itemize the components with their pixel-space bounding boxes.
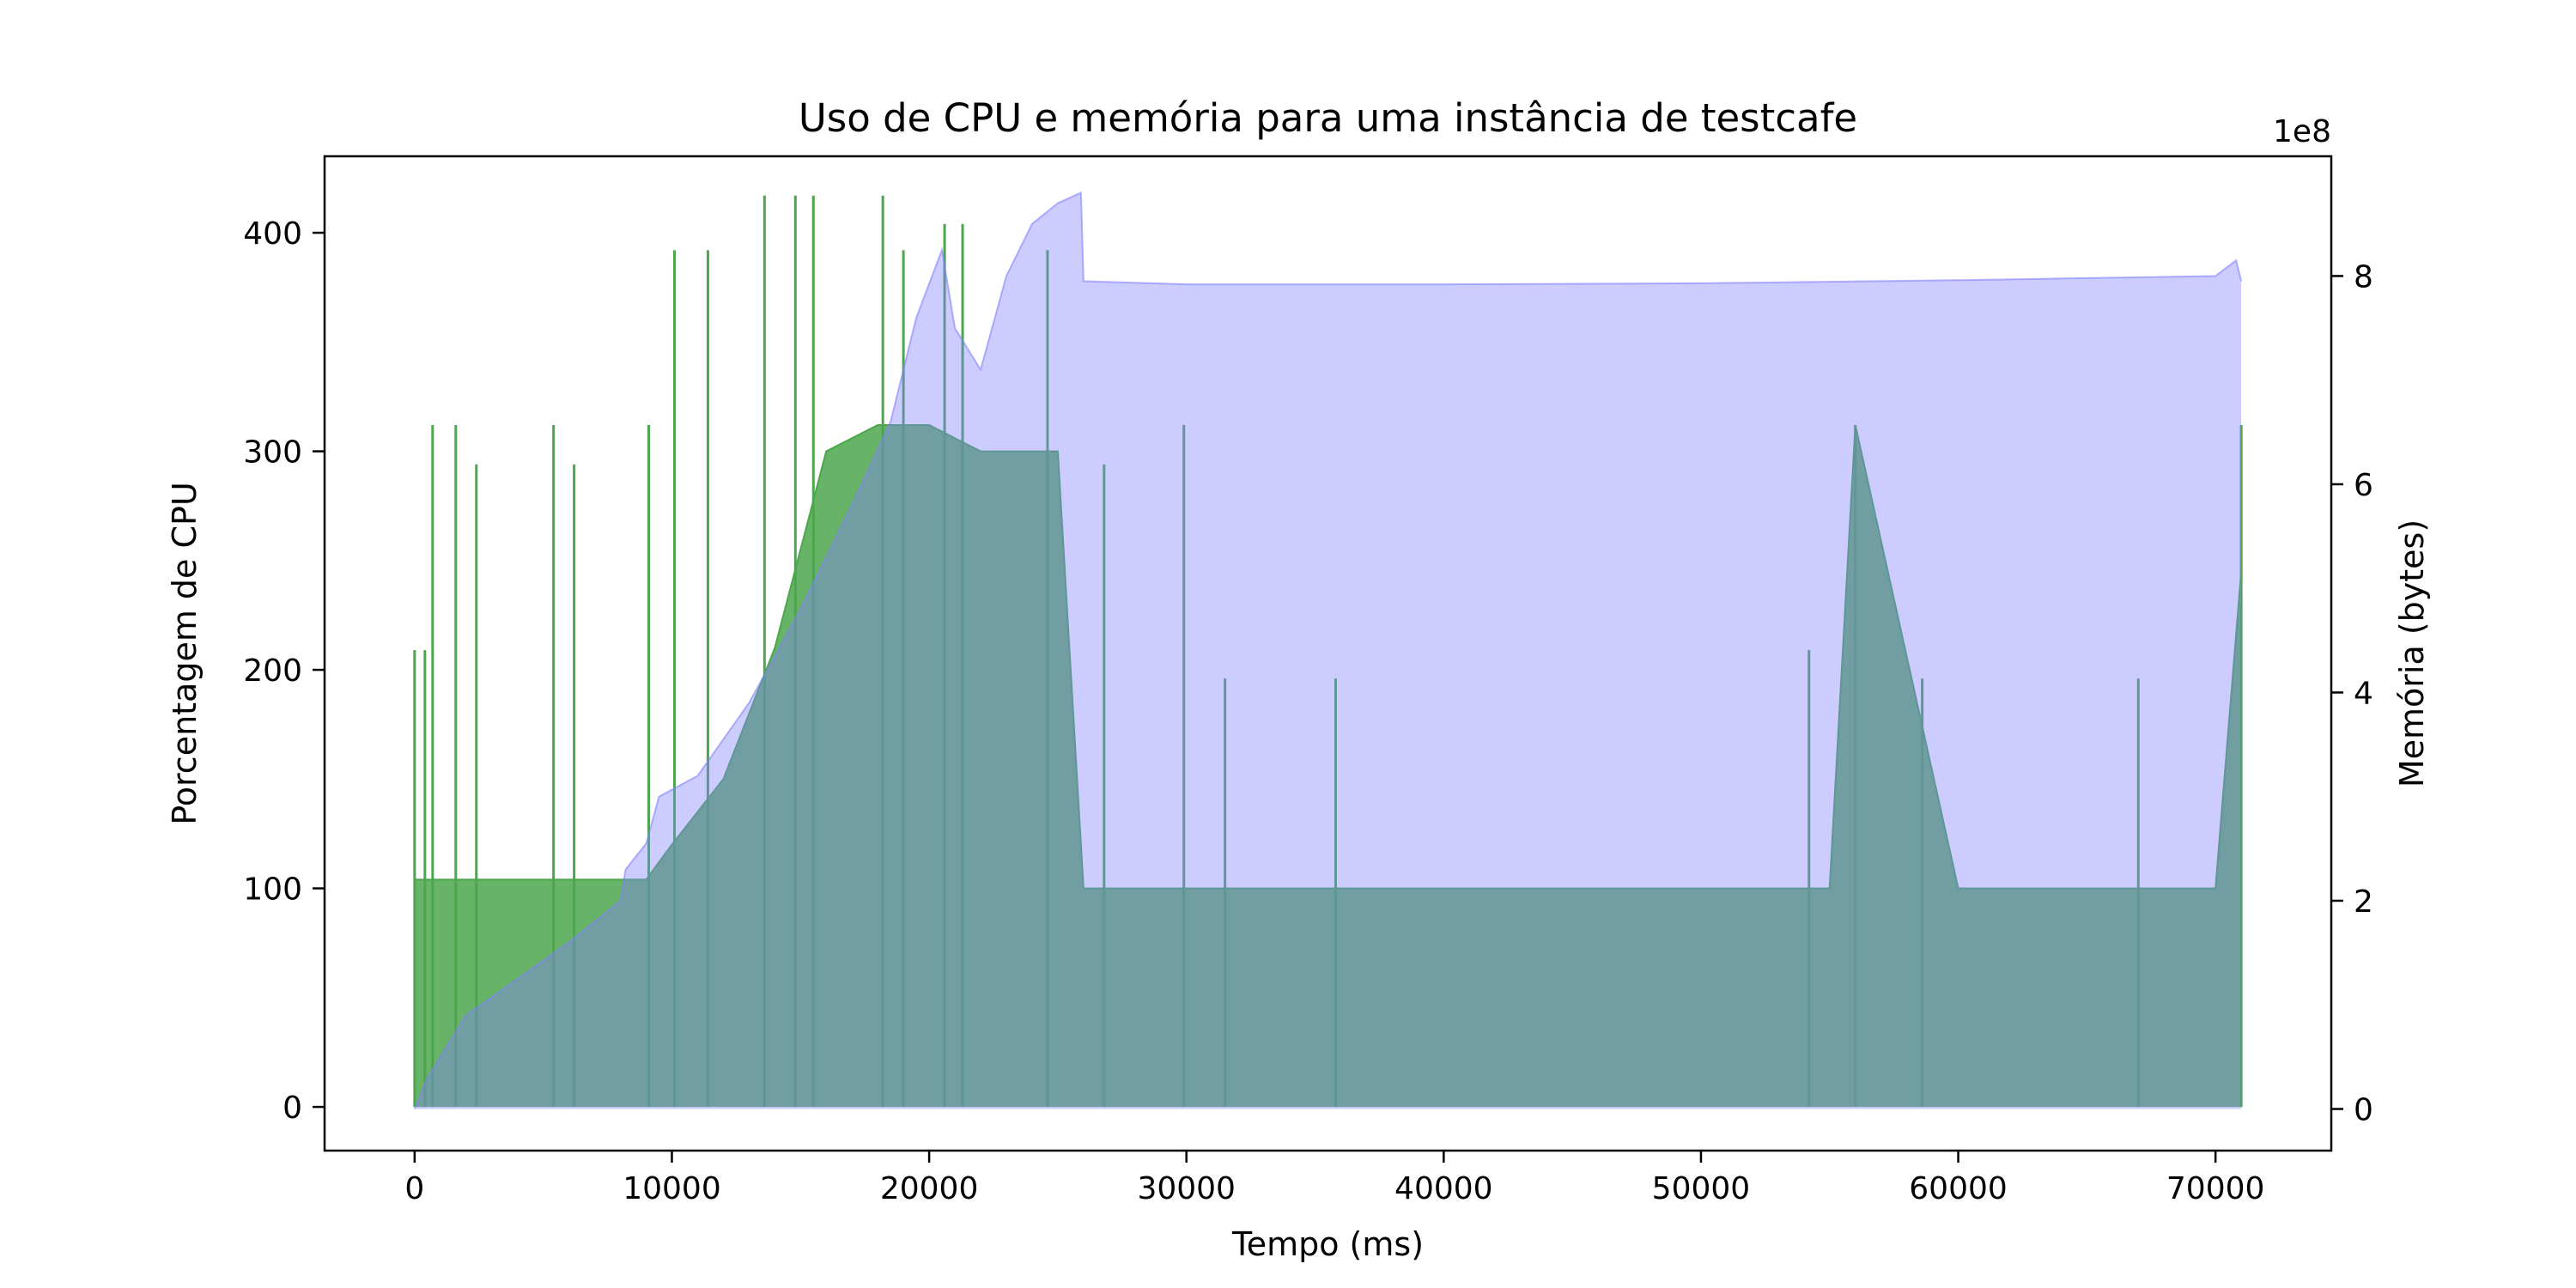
series-0-area (414, 425, 2242, 1108)
y-right-tick-label: 0 (2354, 1092, 2373, 1127)
x-tick-label: 10000 (623, 1171, 721, 1206)
series-0-line (414, 424, 2243, 890)
y-tick-label: 400 (243, 216, 302, 252)
x-tick-label: 70000 (2166, 1171, 2265, 1206)
y-tick-label: 200 (243, 653, 302, 689)
x-tick-label: 60000 (1909, 1171, 2008, 1206)
y-tick-label: 0 (283, 1091, 302, 1126)
x-axis-label: Tempo (ms) (1231, 1225, 1424, 1263)
series-1-area (414, 192, 2242, 1109)
x-tick-label: 30000 (1137, 1171, 1236, 1206)
x-tick-label: 0 (404, 1171, 424, 1206)
y-right-axis-label: Memória (bytes) (2393, 519, 2431, 787)
y-axis-label: Porcentagem de CPU (166, 482, 204, 825)
y-tick-label: 100 (243, 872, 302, 908)
y-right-tick-label: 8 (2354, 259, 2373, 295)
x-tick-label: 50000 (1652, 1171, 1751, 1206)
right-axis-offset: 1e8 (2273, 114, 2331, 149)
y-right-tick-label: 2 (2354, 884, 2373, 920)
chart-title: Uso de CPU e memória para uma instância … (799, 95, 1857, 141)
x-tick-label: 20000 (880, 1171, 979, 1206)
x-tick-label: 40000 (1394, 1171, 1493, 1206)
series-1-line (413, 191, 2243, 1109)
plot-frame (323, 155, 2333, 1152)
y-right-tick-label: 6 (2354, 468, 2373, 503)
y-tick-label: 300 (243, 435, 302, 471)
y-right-tick-label: 4 (2354, 676, 2373, 711)
series-layer (413, 191, 2243, 1109)
axes-layer: 0 10000 20000 30000 40000 50000 60000 70000 0 100… (243, 216, 2373, 1206)
